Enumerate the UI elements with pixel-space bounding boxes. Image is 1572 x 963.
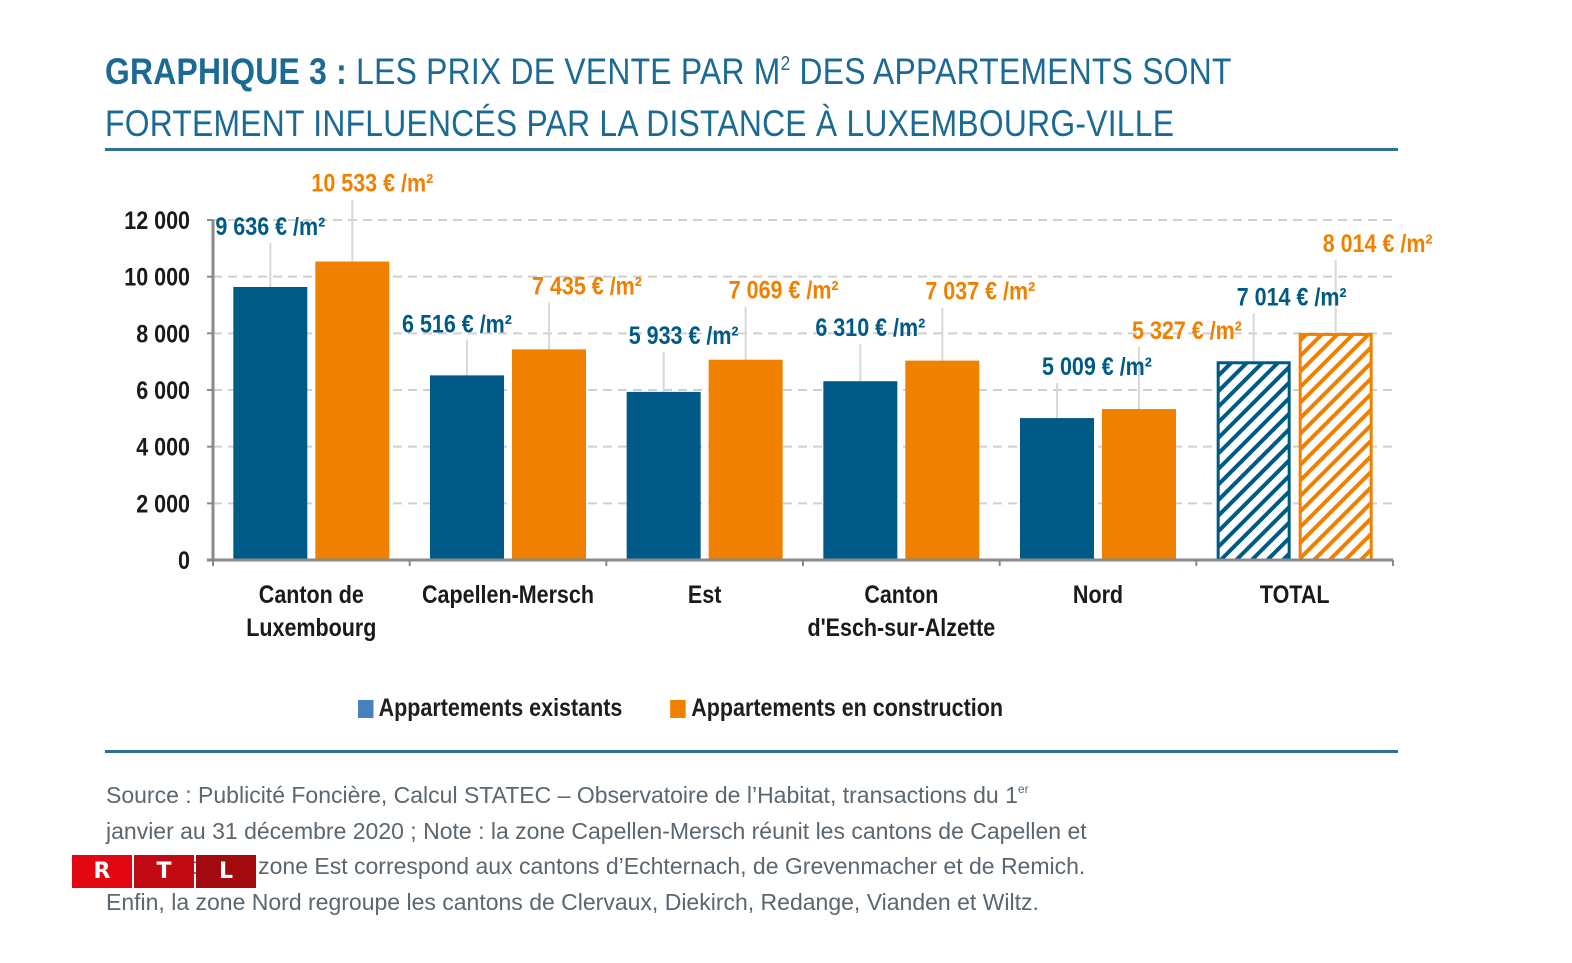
legend-swatch-existing [358,699,374,718]
value-label-existing: 7 014 € /m² [1237,283,1347,311]
y-tick-label: 10 000 [124,263,190,291]
legend-item-construction: Appartements en construction [670,694,1003,723]
y-tick-label: 4 000 [136,433,190,461]
y-tick-label: 8 000 [136,320,190,348]
value-label-construction: 7 069 € /m² [729,276,839,304]
bar-existing [430,375,504,560]
bars [233,261,1373,562]
value-label-existing: 9 636 € /m² [215,212,325,240]
logo-letter-r: R [72,855,132,888]
axes [207,219,1394,566]
logo-letter-t: T [134,855,194,888]
x-category-label: d'Esch-sur-Alzette [807,613,995,641]
source-line-3: de Mersch. La zone Est correspond aux ca… [106,853,1086,879]
bar-existing [823,381,898,560]
legend-item-existing: Appartements existants [358,694,622,723]
legend-swatch-construction [670,699,687,718]
bar-existing [626,391,701,560]
source-line-2: janvier au 31 décembre 2020 ; Note : la … [106,817,1087,844]
title-superscript: 2 [780,53,791,75]
legend-label-existing: Appartements existants [378,694,623,722]
title-line1-end: DES APPARTEMENTS SONT [799,51,1232,92]
title-lead: GRAPHIQUE 3 : [105,51,348,92]
bar-existing [1020,418,1094,560]
y-tick-label: 12 000 [124,206,190,234]
chart-title: GRAPHIQUE 3 : LES PRIX DE VENTE PAR M2 D… [105,38,1231,150]
title-line-2: FORTEMENT INFLUENCÉS PAR LA DISTANCE À L… [105,103,1175,144]
value-label-existing: 5 009 € /m² [1042,353,1152,381]
x-category-label: Canton de [259,580,364,608]
value-labels: 9 636 € /m² 10 533 € /m² 6 516 € /m² 7 435 … [215,169,1432,380]
x-category-label: TOTAL [1260,580,1330,608]
bar-chart: 0 2 000 4 000 6 000 8 000 10 000 12 000 Canton… [124,169,1433,641]
value-label-existing: 6 516 € /m² [402,310,512,338]
value-label-existing: 6 310 € /m² [815,314,925,342]
title-line-1: GRAPHIQUE 3 : LES PRIX DE VENTE PAR M2 D… [105,38,1231,98]
x-category-label: Canton [864,580,938,608]
y-tick-label: 6 000 [136,376,190,404]
bar-existing [233,286,308,560]
y-tick-label: 0 [178,546,190,574]
y-axis-labels: 0 2 000 4 000 6 000 8 000 10 000 12 000 [124,206,190,574]
x-category-label: Est [688,580,722,608]
bar-construction [708,359,783,560]
title-line1-text: LES PRIX DE VENTE PAR M [356,51,781,92]
bar-construction [905,360,980,560]
bar-construction [315,261,390,560]
legend-label-construction: Appartements en construction [691,694,1003,722]
bar-construction [1102,409,1176,560]
value-label-construction: 10 533 € /m² [311,169,433,197]
bar-existing-total [1216,361,1291,562]
x-category-label: Nord [1073,580,1123,608]
value-label-existing: 5 933 € /m² [629,321,739,349]
top-divider [105,148,1398,151]
value-label-construction: 8 014 € /m² [1323,229,1433,257]
y-tick-label: 2 000 [136,490,190,518]
bar-construction [512,349,586,560]
x-axis-labels: Canton de Luxembourg Capellen-Mersch Est Can… [246,580,1329,641]
source-line-4: Enfin, la zone Nord regroupe les cantons… [106,888,1039,915]
rtl-logo: R T L [72,855,256,888]
source-note: Source : Publicité Foncière, Calcul STAT… [106,772,1398,920]
bottom-divider [105,750,1398,753]
value-label-construction: 7 037 € /m² [925,277,1035,305]
logo-letter-l: L [196,855,256,888]
source-line-1: Source : Publicité Foncière, Calcul STAT… [106,782,1029,808]
bar-construction-total [1298,332,1373,562]
value-label-construction: 7 435 € /m² [532,272,642,300]
gridlines [213,199,1393,505]
x-category-label: Capellen-Mersch [422,580,594,608]
value-label-construction: 5 327 € /m² [1132,317,1242,345]
x-category-label: Luxembourg [246,613,376,641]
legend: Appartements existants Appartements en c… [358,694,1003,723]
